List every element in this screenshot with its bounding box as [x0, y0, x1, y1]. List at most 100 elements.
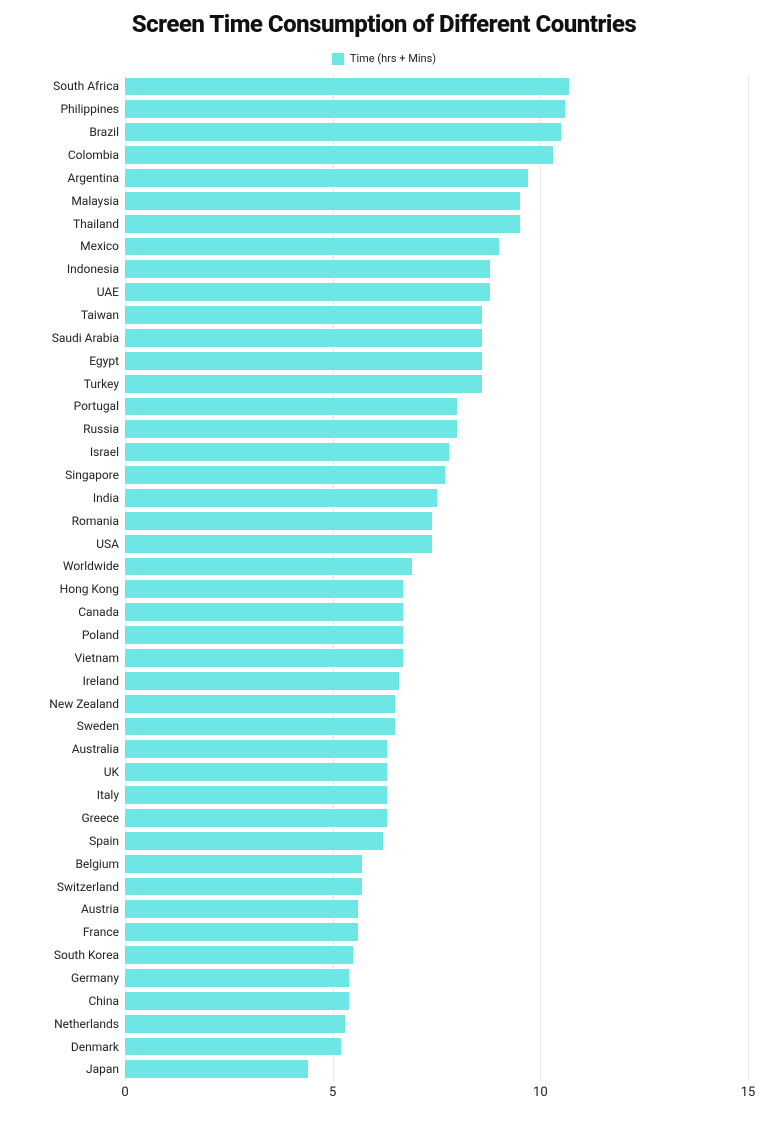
- y-axis-label: Switzerland: [20, 875, 125, 898]
- bar: [125, 969, 349, 987]
- bar-row: [125, 852, 748, 875]
- y-axis-labels: South AfricaPhilippinesBrazilColombiaArg…: [20, 75, 125, 1081]
- bar-row: [125, 418, 748, 441]
- bar-row: [125, 304, 748, 327]
- bar: [125, 878, 362, 896]
- legend: Time (hrs + Mins): [20, 52, 748, 65]
- bar: [125, 1038, 341, 1056]
- bar: [125, 375, 482, 393]
- bar: [125, 352, 482, 370]
- bar-row: [125, 761, 748, 784]
- bar: [125, 626, 403, 644]
- y-axis-label: Turkey: [20, 372, 125, 395]
- y-axis-label: Saudi Arabia: [20, 326, 125, 349]
- bar: [125, 238, 499, 256]
- bar-row: [125, 235, 748, 258]
- x-axis: 051015: [125, 1085, 748, 1105]
- y-axis-label: USA: [20, 532, 125, 555]
- y-axis-label: Germany: [20, 967, 125, 990]
- bar-row: [125, 967, 748, 990]
- bar-row: [125, 1058, 748, 1081]
- bar-row: [125, 441, 748, 464]
- bar-row: [125, 189, 748, 212]
- bar-row: [125, 326, 748, 349]
- bar: [125, 283, 490, 301]
- bar: [125, 992, 349, 1010]
- bar: [125, 215, 520, 233]
- bar-row: [125, 372, 748, 395]
- bars-canvas: [125, 75, 748, 1081]
- legend-swatch: [332, 53, 344, 65]
- y-axis-label: UK: [20, 761, 125, 784]
- bar-row: [125, 807, 748, 830]
- bar-row: [125, 486, 748, 509]
- y-axis-label: Australia: [20, 738, 125, 761]
- y-axis-label: Vietnam: [20, 646, 125, 669]
- bar: [125, 855, 362, 873]
- bar: [125, 900, 358, 918]
- y-axis-label: Argentina: [20, 166, 125, 189]
- bar: [125, 786, 387, 804]
- y-axis-label: Poland: [20, 624, 125, 647]
- bar: [125, 1015, 345, 1033]
- bar: [125, 672, 399, 690]
- bar-row: [125, 898, 748, 921]
- y-axis-label: India: [20, 486, 125, 509]
- y-axis-label: France: [20, 921, 125, 944]
- bar: [125, 489, 437, 507]
- y-axis-label: Philippines: [20, 98, 125, 121]
- bar-row: [125, 875, 748, 898]
- y-axis-label: Taiwan: [20, 304, 125, 327]
- bar-row: [125, 532, 748, 555]
- bar-row: [125, 98, 748, 121]
- bar: [125, 443, 449, 461]
- y-axis-label: Austria: [20, 898, 125, 921]
- y-axis-label: Portugal: [20, 395, 125, 418]
- bar: [125, 512, 432, 530]
- x-tick-label: 5: [329, 1085, 336, 1100]
- y-axis-label: South Korea: [20, 944, 125, 967]
- bar: [125, 535, 432, 553]
- bar: [125, 260, 490, 278]
- y-axis-label: Spain: [20, 829, 125, 852]
- x-tick-label: 0: [121, 1085, 128, 1100]
- y-axis-label: Italy: [20, 784, 125, 807]
- bar: [125, 78, 569, 96]
- y-axis-label: Japan: [20, 1058, 125, 1081]
- bar: [125, 580, 403, 598]
- bar-row: [125, 829, 748, 852]
- bar-row: [125, 646, 748, 669]
- bar: [125, 100, 565, 118]
- bar: [125, 946, 353, 964]
- chart-title: Screen Time Consumption of Different Cou…: [20, 10, 748, 38]
- x-tick-label: 15: [741, 1085, 756, 1100]
- bar: [125, 420, 457, 438]
- y-axis-label: Netherlands: [20, 1012, 125, 1035]
- y-axis-label: China: [20, 989, 125, 1012]
- bar: [125, 398, 457, 416]
- y-axis-label: Worldwide: [20, 555, 125, 578]
- bar-row: [125, 601, 748, 624]
- bar-row: [125, 395, 748, 418]
- bar: [125, 146, 553, 164]
- y-axis-label: Romania: [20, 509, 125, 532]
- bar-row: [125, 578, 748, 601]
- y-axis-label: Mexico: [20, 235, 125, 258]
- gridline: [748, 75, 749, 1081]
- chart-container: Screen Time Consumption of Different Cou…: [0, 0, 768, 1125]
- bar-row: [125, 715, 748, 738]
- y-axis-label: Israel: [20, 441, 125, 464]
- bar: [125, 649, 403, 667]
- bar-row: [125, 1035, 748, 1058]
- bar-row: [125, 692, 748, 715]
- bar-row: [125, 509, 748, 532]
- bar-row: [125, 555, 748, 578]
- bar: [125, 123, 561, 141]
- y-axis-label: Russia: [20, 418, 125, 441]
- bar-row: [125, 989, 748, 1012]
- bar-row: [125, 166, 748, 189]
- bar: [125, 832, 383, 850]
- y-axis-label: Canada: [20, 601, 125, 624]
- y-axis-label: South Africa: [20, 75, 125, 98]
- bar-row: [125, 784, 748, 807]
